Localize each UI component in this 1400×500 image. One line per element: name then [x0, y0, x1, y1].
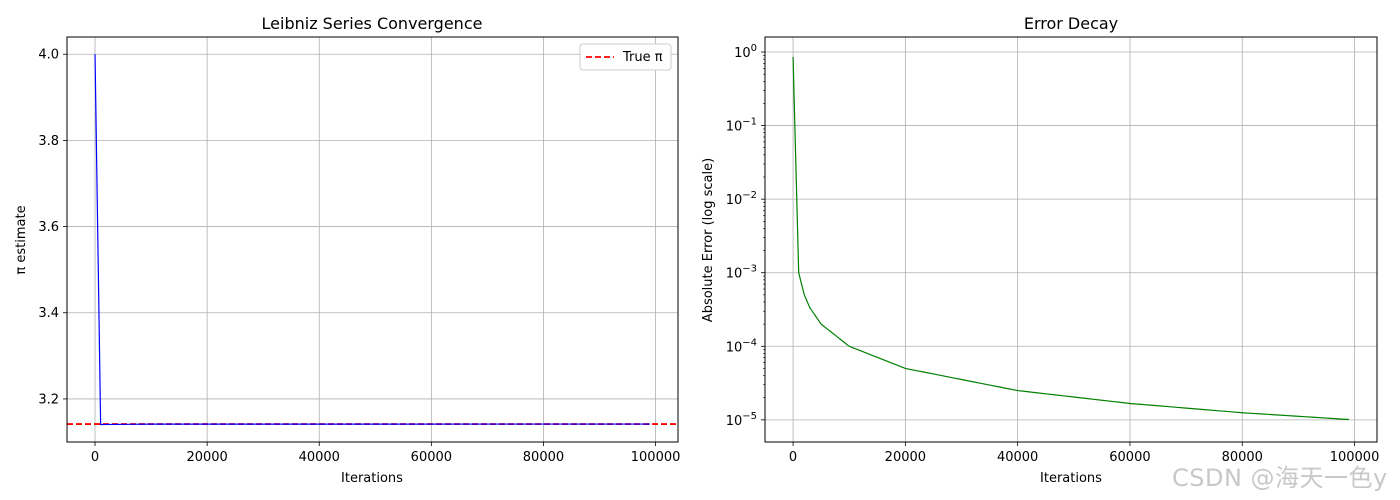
left-y-ticks: 3.2 3.4 3.6 3.8 4.0 — [38, 48, 67, 407]
right-y-ticks: 100 10−1 10−2 10−3 10−4 10−5 — [726, 43, 765, 429]
right-y-tick-label: 10−5 — [726, 411, 757, 429]
left-x-tick-label: 40000 — [299, 450, 340, 465]
left-y-tick-label: 3.4 — [38, 306, 59, 321]
left-x-axis-label: Iterations — [341, 471, 403, 486]
right-x-ticks: 0 20000 40000 60000 80000 100000 — [789, 442, 1379, 465]
right-x-tick-label: 100000 — [1330, 450, 1380, 465]
legend-true-pi-label: True π — [622, 50, 663, 65]
left-grid — [67, 37, 678, 442]
right-x-axis-label: Iterations — [1040, 471, 1102, 486]
right-y-axis-label: Absolute Error (log scale) — [701, 158, 716, 322]
right-x-tick-label: 20000 — [885, 450, 926, 465]
left-x-tick-label: 80000 — [523, 450, 564, 465]
left-chart-title: Leibniz Series Convergence — [262, 14, 483, 33]
left-y-tick-label: 3.8 — [38, 134, 59, 149]
left-y-tick-label: 3.6 — [38, 220, 59, 235]
left-y-axis-label: π estimate — [14, 205, 29, 274]
right-x-tick-label: 0 — [789, 450, 797, 465]
right-y-tick-label: 10−4 — [726, 337, 757, 355]
right-chart: Error Decay 0 20000 40000 60000 80000 100000 … — [701, 14, 1379, 486]
left-x-tick-label: 20000 — [186, 450, 227, 465]
legend: True π — [579, 43, 672, 71]
left-x-tick-label: 60000 — [411, 450, 452, 465]
legend-box — [579, 43, 672, 71]
left-x-tick-label: 0 — [91, 450, 99, 465]
right-grid — [765, 37, 1377, 442]
right-x-tick-label: 80000 — [1222, 450, 1263, 465]
right-y-tick-label: 10−1 — [726, 117, 757, 135]
error-line — [792, 56, 1349, 421]
right-plot-frame — [764, 36, 1378, 443]
right-y-tick-label: 10−2 — [726, 190, 757, 208]
left-chart: Leibniz Series Convergence 0 20000 40000 60… — [14, 14, 680, 486]
left-y-tick-label: 4.0 — [38, 48, 59, 63]
right-x-tick-label: 40000 — [997, 450, 1038, 465]
left-plot-frame — [66, 36, 679, 443]
right-y-tick-label: 10−3 — [726, 264, 757, 282]
pi-estimate-line — [94, 54, 650, 426]
right-chart-title: Error Decay — [1024, 14, 1118, 33]
left-y-tick-label: 3.2 — [38, 392, 59, 407]
left-x-ticks: 0 20000 40000 60000 80000 100000 — [91, 442, 681, 465]
left-x-tick-label: 100000 — [631, 450, 681, 465]
right-y-tick-label: 100 — [734, 43, 757, 61]
watermark: CSDN @海天一色y — [1172, 464, 1388, 492]
right-x-tick-label: 60000 — [1109, 450, 1150, 465]
